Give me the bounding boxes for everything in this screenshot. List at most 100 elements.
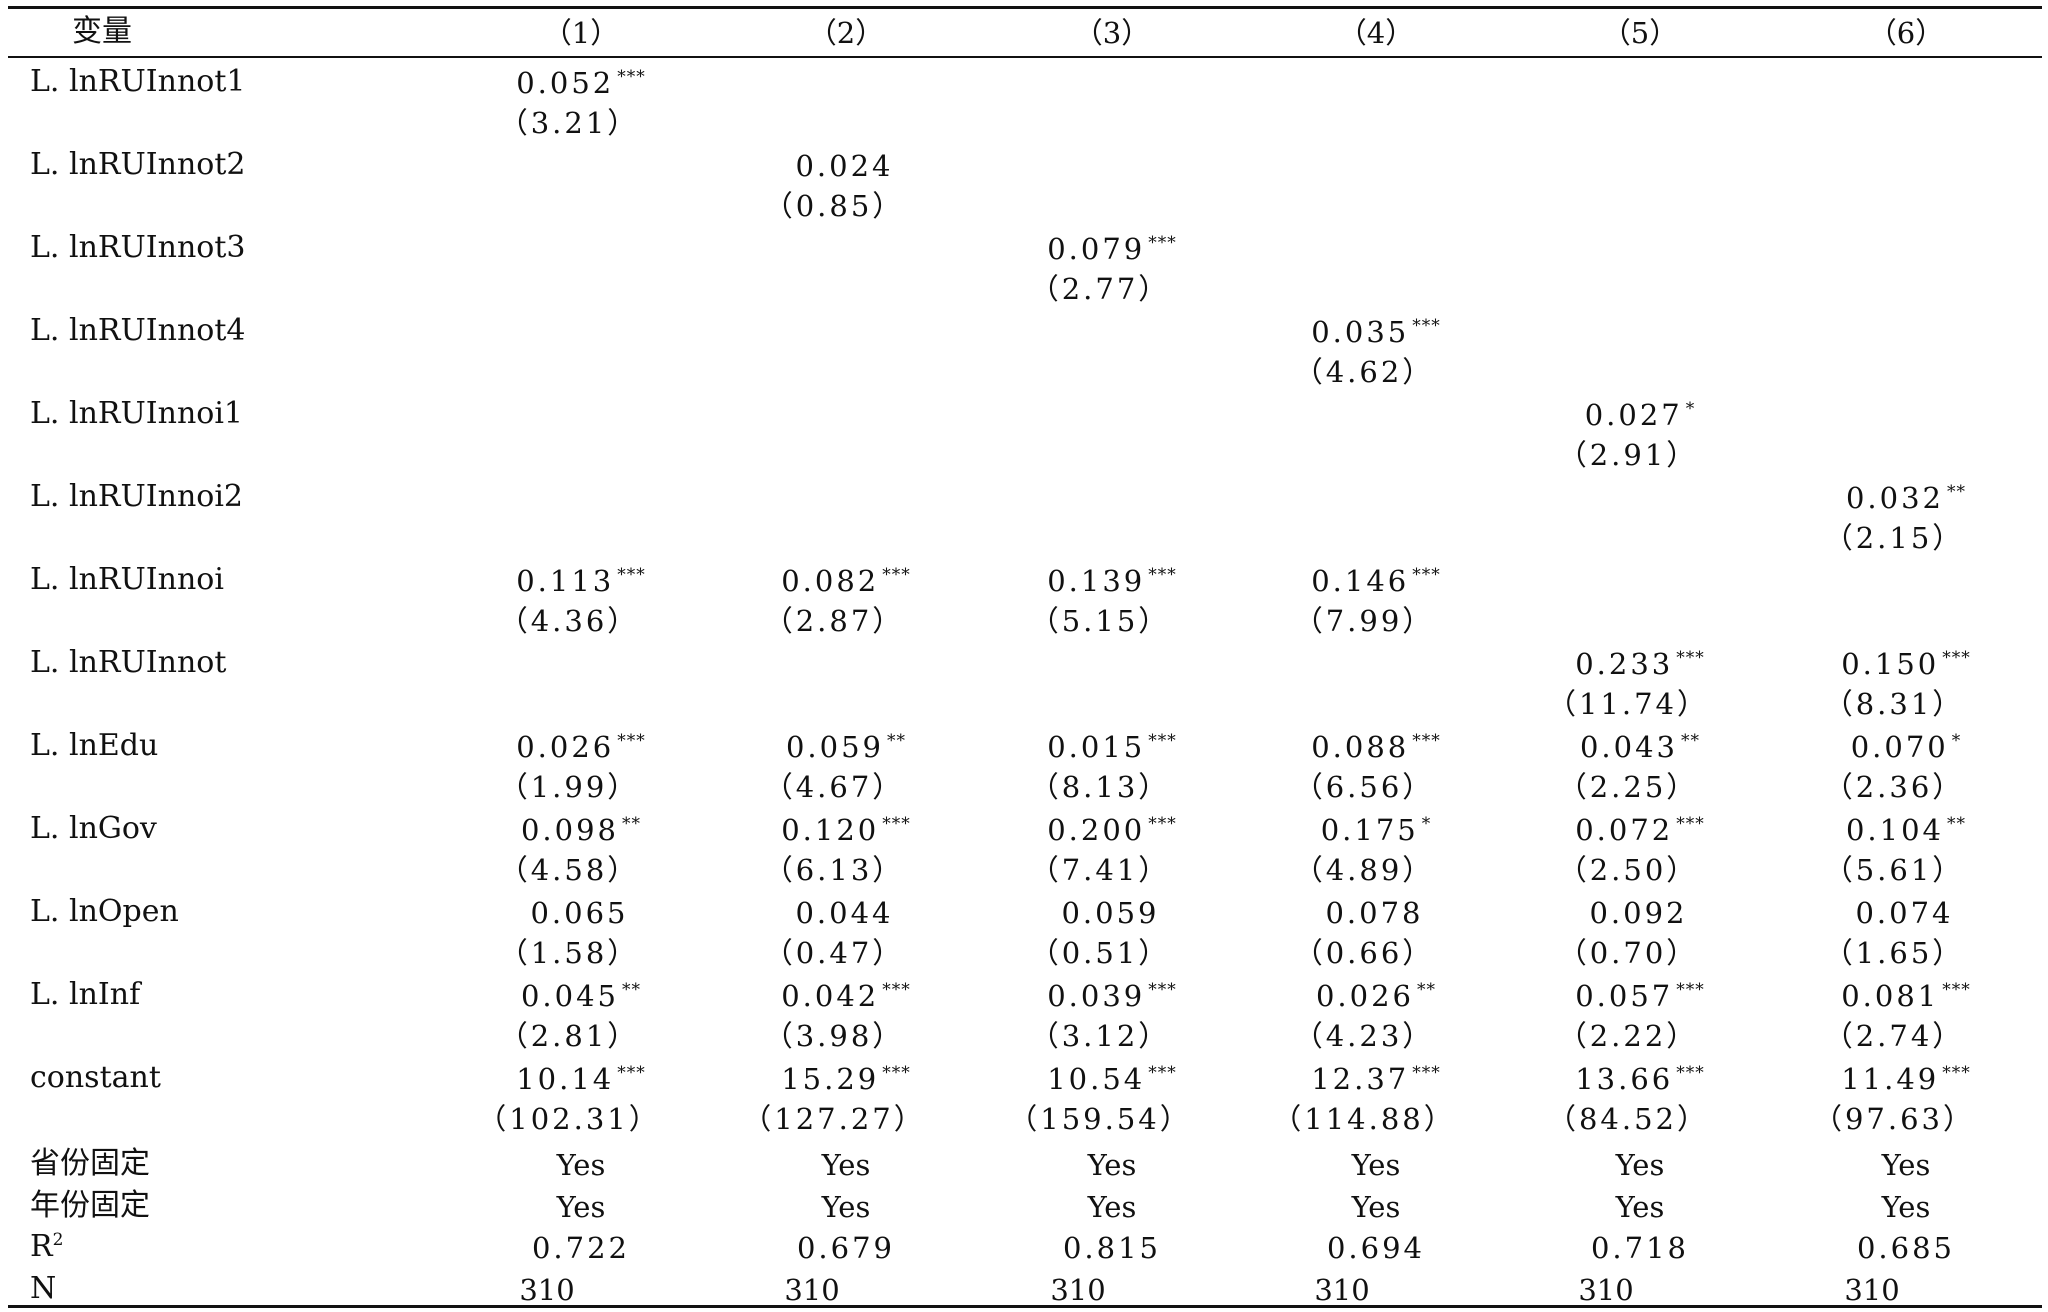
standard-error: （97.63） (1812, 1102, 1976, 1136)
coefficient: 0.146 *** (1311, 564, 1441, 598)
coefficient: 0.059 (1061, 896, 1162, 930)
significance-stars: ** (1417, 980, 1437, 1001)
significance-stars: *** (1412, 316, 1441, 337)
standard-error: （114.88） (1272, 1102, 1456, 1136)
footer-value: Yes (1351, 1148, 1401, 1182)
coefficient: 13.66 *** (1575, 1062, 1705, 1096)
coefficient: 0.035 *** (1311, 315, 1441, 349)
standard-error: （4.36） (498, 604, 640, 638)
standard-error: （2.91） (1557, 438, 1699, 472)
bottom-rule (8, 1305, 2042, 1308)
coefficient: 0.042 *** (781, 979, 911, 1013)
significance-stars: *** (1942, 980, 1971, 1001)
coefficient: 0.120 *** (781, 813, 911, 847)
footer-value: 310 (784, 1272, 840, 1307)
coefficient-value: 0.079 (1047, 232, 1146, 266)
coefficient-value: 0.052 (516, 66, 615, 100)
regression-table: 变量 （1） （2） （3） （4） （5） （6） L. lnRUInnot1 0.052 *… (8, 0, 2042, 1312)
variable-label: L. lnRUInnoi2 (30, 479, 244, 514)
standard-error: （3.12） (1029, 1019, 1171, 1053)
coefficient: 0.081 *** (1841, 979, 1971, 1013)
standard-error: （159.54） (1008, 1102, 1192, 1136)
coefficient-value: 0.045 (520, 979, 620, 1013)
footer-value: 0.685 (1856, 1231, 1956, 1265)
coefficient-value: 12.37 (1311, 1062, 1410, 1096)
standard-error: （1.65） (1823, 936, 1965, 970)
coefficient-value: 0.150 (1841, 647, 1940, 681)
coefficient: 0.026 ** (1316, 979, 1436, 1013)
significance-stars: *** (1148, 565, 1177, 586)
coefficient-value: 0.015 (1047, 730, 1146, 764)
footer-value: 310 (1314, 1272, 1370, 1307)
significance-stars: ** (1947, 482, 1967, 503)
standard-error: （4.58） (498, 853, 640, 887)
coefficient: 0.082 *** (781, 564, 911, 598)
footer-value: 310 (519, 1272, 575, 1307)
variable-label: L. lnRUInnot4 (30, 313, 246, 348)
significance-stars: ** (1681, 731, 1701, 752)
variable-label: L. lnOpen (30, 894, 179, 929)
significance-stars: *** (1676, 980, 1705, 1001)
coefficient: 0.052 *** (516, 66, 646, 100)
coefficient: 0.043 ** (1580, 730, 1700, 764)
variable-label: L. lnEdu (30, 728, 159, 763)
coefficient-value: 0.113 (516, 564, 615, 598)
coefficient: 0.024 (795, 149, 896, 183)
standard-error: （1.99） (498, 770, 640, 804)
footer-label: 省份固定 (30, 1146, 150, 1182)
footer-label-text: 省份固定 (30, 1146, 150, 1181)
coefficient-value: 0.032 (1845, 481, 1945, 515)
coefficient-value: 10.14 (516, 1062, 615, 1096)
footer-value: Yes (1615, 1148, 1665, 1182)
standard-error: （84.52） (1546, 1102, 1710, 1136)
significance-stars: * (1421, 814, 1432, 835)
significance-stars: *** (882, 1063, 911, 1084)
coefficient: 11.49 *** (1841, 1062, 1971, 1096)
variable-label: L. lnRUInnoi1 (30, 396, 244, 431)
footer-value: 310 (1844, 1272, 1900, 1307)
standard-error: （2.22） (1557, 1019, 1699, 1053)
standard-error: （127.27） (742, 1102, 926, 1136)
footer-value: Yes (1351, 1189, 1401, 1224)
footer-value: 0.694 (1326, 1231, 1426, 1265)
coefficient: 12.37 *** (1311, 1062, 1441, 1096)
significance-stars: ** (622, 980, 642, 1001)
significance-stars: *** (1412, 565, 1441, 586)
variable-label: L. lnInf (30, 977, 141, 1012)
standard-error: （6.13） (763, 853, 905, 887)
coefficient-value: 0.026 (516, 730, 615, 764)
significance-stars: *** (882, 814, 911, 835)
coefficient: 0.026 *** (516, 730, 646, 764)
coefficient-value: 0.026 (1315, 979, 1415, 1013)
coefficient: 0.113 *** (516, 564, 646, 598)
significance-stars: *** (617, 565, 646, 586)
column-header: （6） (1867, 16, 1945, 50)
standard-error: （0.47） (763, 936, 905, 970)
coefficient-value: 0.059 (785, 730, 885, 764)
coefficient-value: 13.66 (1575, 1062, 1674, 1096)
variable-label: constant (30, 1060, 161, 1095)
standard-error: （7.99） (1293, 604, 1435, 638)
significance-stars: *** (1148, 731, 1177, 752)
footer-value: Yes (1087, 1148, 1137, 1182)
standard-error: （2.36） (1823, 770, 1965, 804)
standard-error: （4.62） (1293, 355, 1435, 389)
coefficient-value: 0.092 (1589, 896, 1688, 930)
footer-value: 310 (1578, 1272, 1634, 1307)
standard-error: （2.15） (1823, 521, 1965, 555)
significance-stars: ** (622, 814, 642, 835)
coefficient: 0.074 (1855, 896, 1956, 930)
significance-stars: *** (1412, 1063, 1441, 1084)
significance-stars: * (1951, 731, 1962, 752)
footer-label: R2 (30, 1229, 63, 1265)
standard-error: （4.23） (1293, 1019, 1435, 1053)
coefficient-value: 11.49 (1841, 1062, 1940, 1096)
coefficient-value: 0.139 (1047, 564, 1146, 598)
column-header: （5） (1601, 16, 1679, 50)
coefficient: 0.078 (1325, 896, 1426, 930)
variable-label: L. lnRUInnot3 (30, 230, 246, 265)
header-rule (8, 56, 2042, 58)
coefficient: 0.027 * (1585, 398, 1696, 432)
coefficient-value: 0.175 (1320, 813, 1419, 847)
footer-value: Yes (821, 1148, 871, 1182)
